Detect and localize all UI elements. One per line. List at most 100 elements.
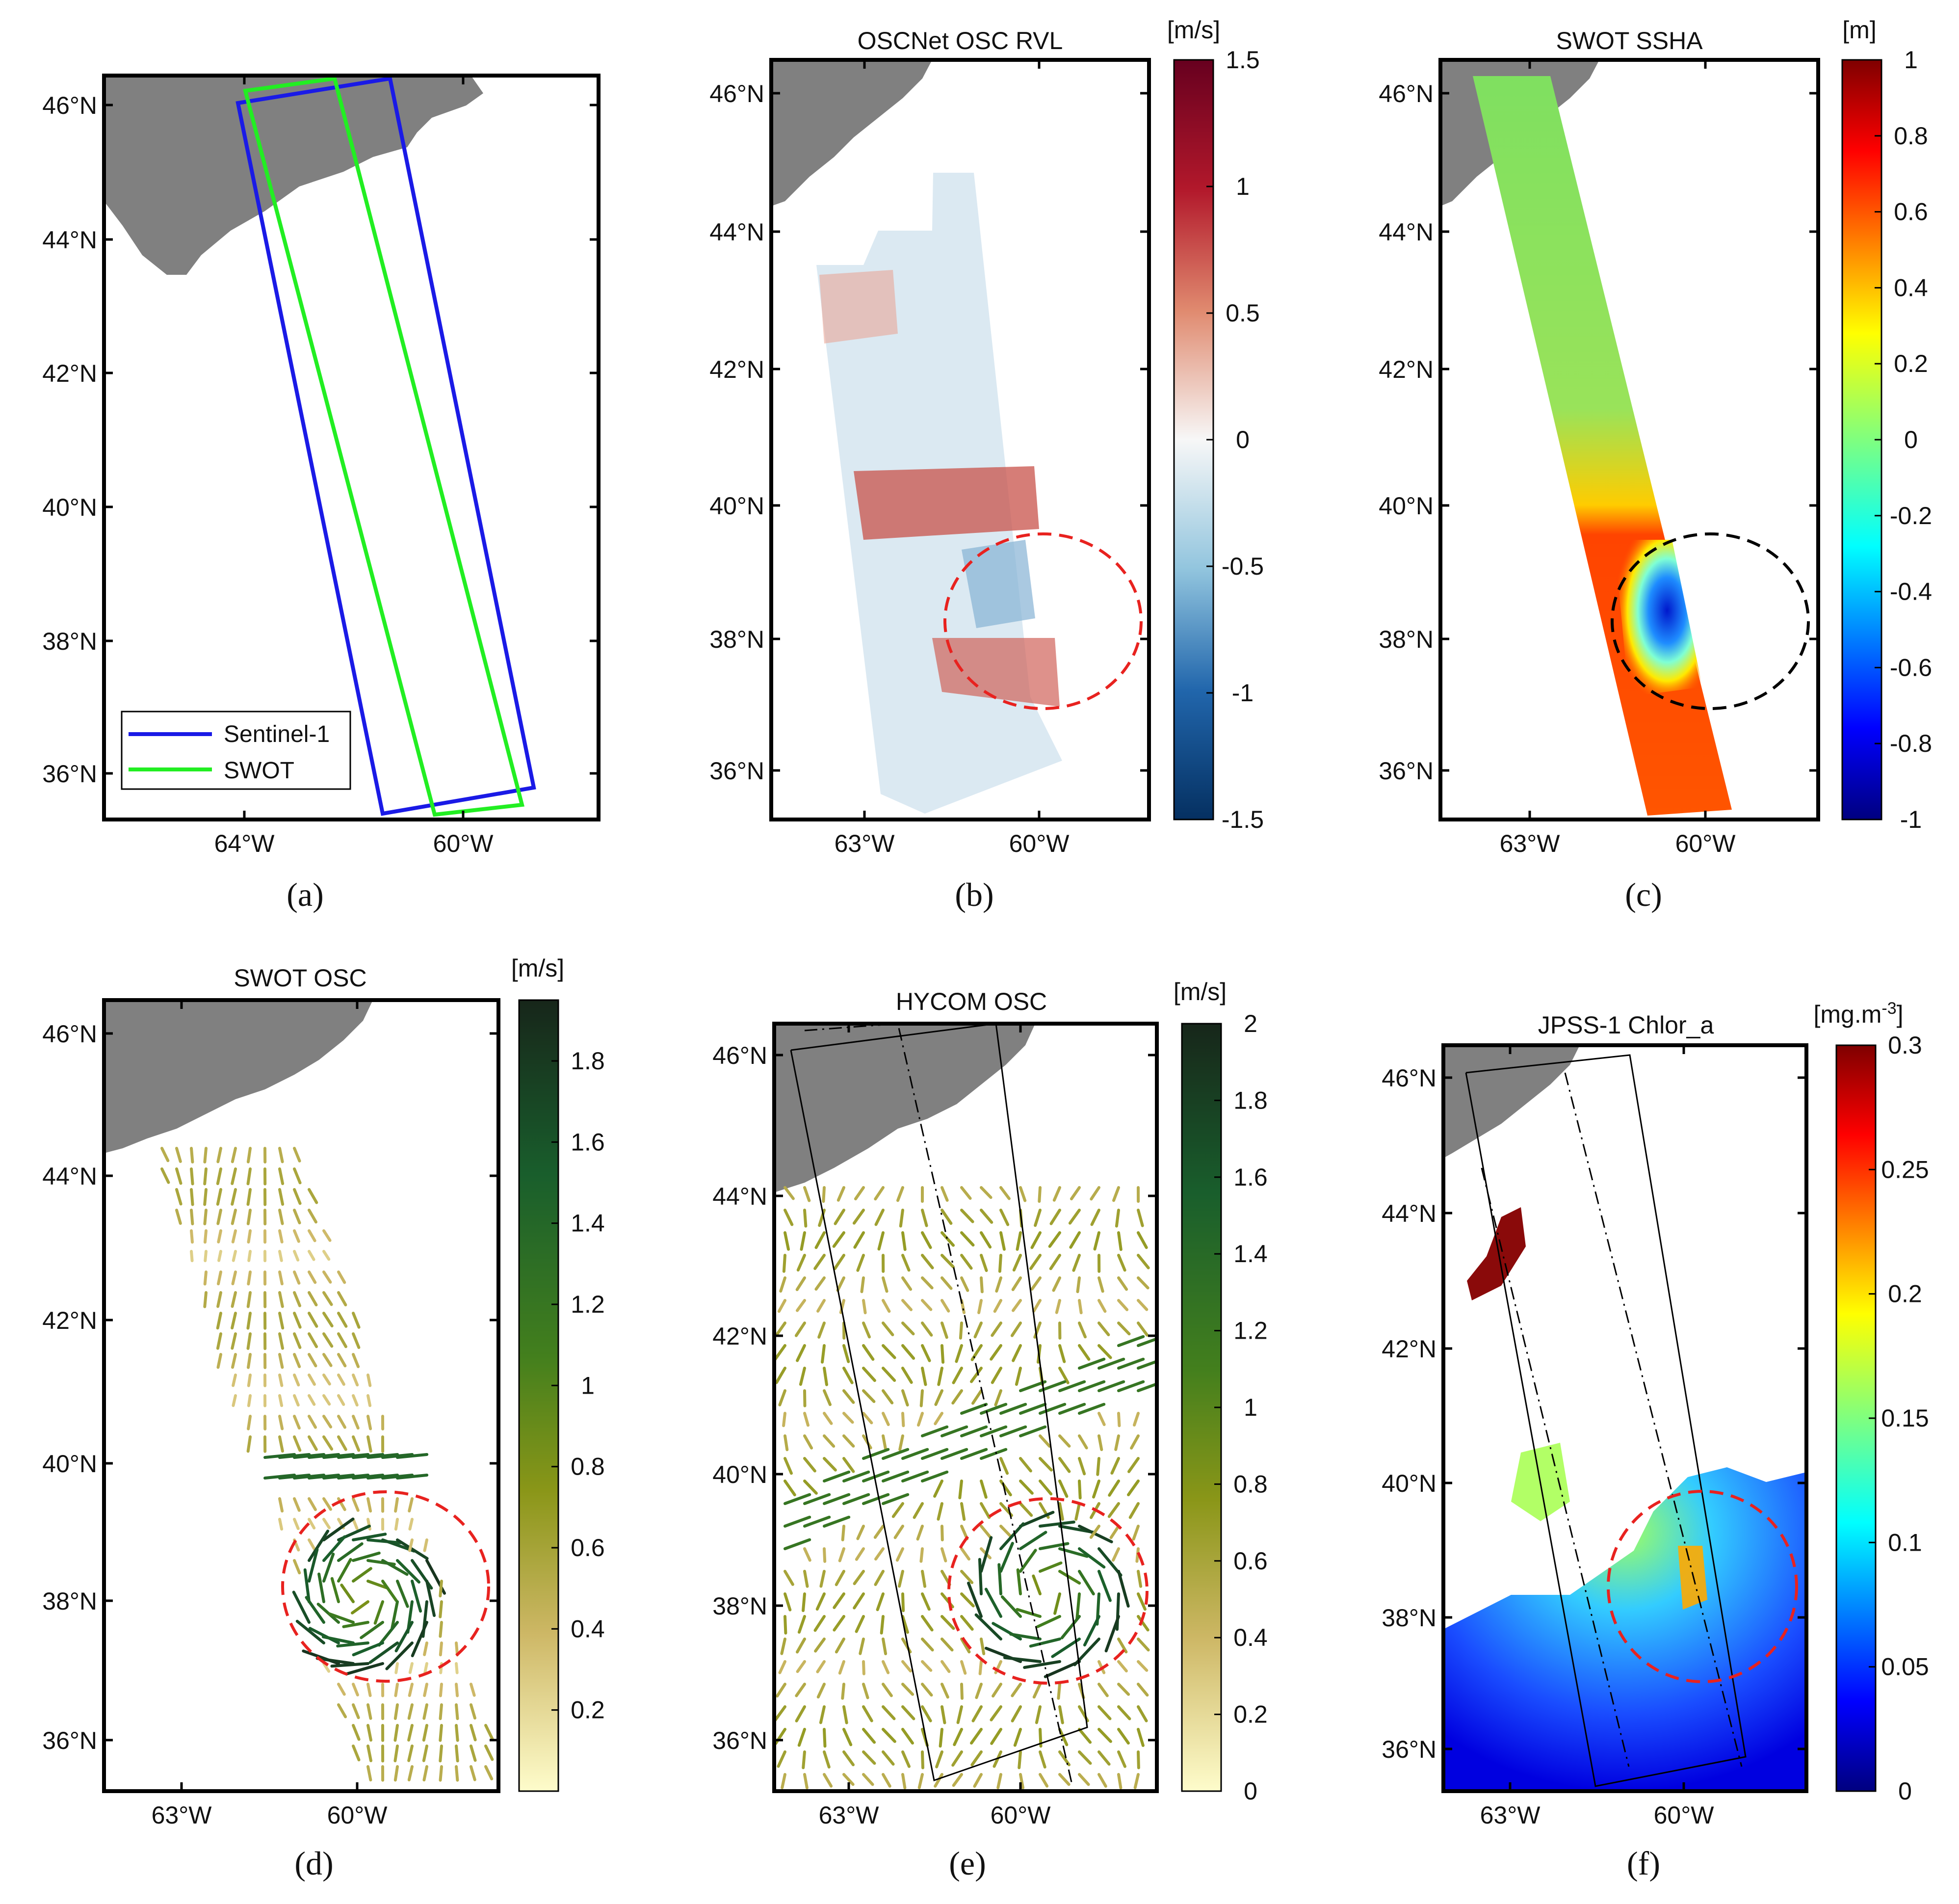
current-vector <box>1032 1299 1042 1313</box>
current-vector <box>1011 1276 1022 1291</box>
current-vector <box>366 1374 372 1387</box>
current-vector <box>1075 1592 1081 1621</box>
current-vector <box>1078 1434 1088 1450</box>
current-vector <box>862 1448 890 1460</box>
current-vector <box>308 1548 319 1583</box>
current-vector <box>216 1291 222 1308</box>
map-frame <box>772 1022 1159 1793</box>
current-vector <box>821 1344 826 1364</box>
current-vector <box>921 1660 933 1672</box>
current-vector <box>882 1638 888 1655</box>
current-vector <box>784 1515 811 1528</box>
colorbar-tick-label: 0 <box>1236 426 1250 453</box>
current-vector <box>455 1683 459 1697</box>
current-vector <box>407 1724 414 1742</box>
current-vector <box>940 1209 953 1225</box>
land-mass <box>104 76 483 275</box>
current-vector <box>933 1480 943 1498</box>
current-vector <box>439 1703 443 1720</box>
current-vector <box>784 1457 793 1475</box>
current-vector <box>1097 1728 1112 1743</box>
current-vector <box>842 1412 854 1424</box>
current-vector <box>396 1580 409 1608</box>
current-vector <box>823 1389 832 1406</box>
current-vector <box>856 1525 865 1540</box>
current-vector <box>470 1765 476 1781</box>
current-vector <box>203 1188 208 1206</box>
current-vector <box>958 1480 963 1500</box>
chlorophyll-patch <box>1678 1546 1707 1610</box>
current-vector <box>855 1547 865 1561</box>
current-vector <box>393 1765 399 1782</box>
current-vector <box>1038 1186 1042 1203</box>
current-vector <box>216 1147 222 1164</box>
current-vector <box>1035 1705 1042 1724</box>
current-vector <box>803 1547 811 1562</box>
current-vector <box>293 1229 300 1243</box>
current-vector <box>1097 1322 1110 1336</box>
current-vector <box>1078 1402 1106 1415</box>
current-vector <box>373 1600 384 1625</box>
current-vector <box>1058 1434 1071 1448</box>
current-vector <box>960 1276 969 1292</box>
lat-tick-label: 42°N <box>712 1322 767 1350</box>
current-vector <box>190 1167 194 1186</box>
current-vector <box>967 1582 983 1618</box>
current-vector <box>921 1367 927 1386</box>
current-vector <box>822 1186 826 1203</box>
current-vector <box>1117 1322 1131 1336</box>
current-vector <box>901 1683 914 1696</box>
current-vector <box>366 1497 372 1513</box>
current-vector <box>322 1270 332 1284</box>
current-vector <box>1107 1502 1120 1518</box>
colorbar-tick-label: 0.4 <box>1894 274 1928 301</box>
current-vector <box>366 1765 372 1782</box>
current-vector <box>439 1641 443 1657</box>
current-vector <box>862 1299 867 1315</box>
current-vector <box>352 1374 359 1387</box>
current-vector <box>777 1750 786 1768</box>
current-vector <box>278 1188 285 1206</box>
current-vector <box>994 1389 1002 1406</box>
current-vector <box>175 1147 182 1163</box>
current-vector <box>246 1188 252 1206</box>
current-vector <box>1039 1561 1063 1573</box>
current-vector <box>996 1773 1002 1789</box>
current-vector <box>877 1231 885 1251</box>
current-vector <box>394 1621 414 1653</box>
current-vector <box>1011 1705 1022 1722</box>
colorbar-tick-label: 1 <box>1904 46 1918 74</box>
current-vector <box>1039 1773 1049 1788</box>
colorbar-tick-label: 1.6 <box>1233 1164 1268 1191</box>
current-vector <box>921 1344 931 1362</box>
current-vector <box>823 1728 827 1748</box>
current-vector <box>366 1745 372 1762</box>
current-vector <box>1097 1412 1106 1426</box>
current-vector <box>1133 1773 1140 1789</box>
current-vector <box>776 1683 786 1698</box>
current-vector <box>813 1254 826 1270</box>
current-vector <box>901 1773 907 1790</box>
current-vector <box>940 1683 949 1699</box>
current-vector <box>862 1344 875 1361</box>
current-vector <box>856 1254 865 1272</box>
current-vector <box>216 1167 222 1185</box>
colorbar-tick-label: 0.4 <box>1233 1624 1268 1651</box>
current-vector <box>203 1291 208 1308</box>
current-vector <box>328 1612 355 1624</box>
chlorophyll-bloom <box>1467 1207 1526 1300</box>
current-vector <box>439 1724 443 1742</box>
current-vector <box>1137 1299 1149 1311</box>
current-vector <box>278 1270 284 1286</box>
colorbar-tick-label: 1 <box>1236 173 1250 200</box>
current-vector <box>1104 1615 1120 1653</box>
caption-d: (d) <box>294 1845 333 1882</box>
colorbar-tick-label: 0.3 <box>1888 1031 1922 1059</box>
current-vector <box>1078 1322 1087 1339</box>
current-vector <box>901 1276 913 1291</box>
current-vector <box>882 1322 894 1336</box>
caption-f: (f) <box>1627 1845 1660 1882</box>
current-vector <box>1000 1595 1022 1618</box>
current-vector <box>1009 1633 1042 1640</box>
current-vector <box>917 1412 924 1427</box>
